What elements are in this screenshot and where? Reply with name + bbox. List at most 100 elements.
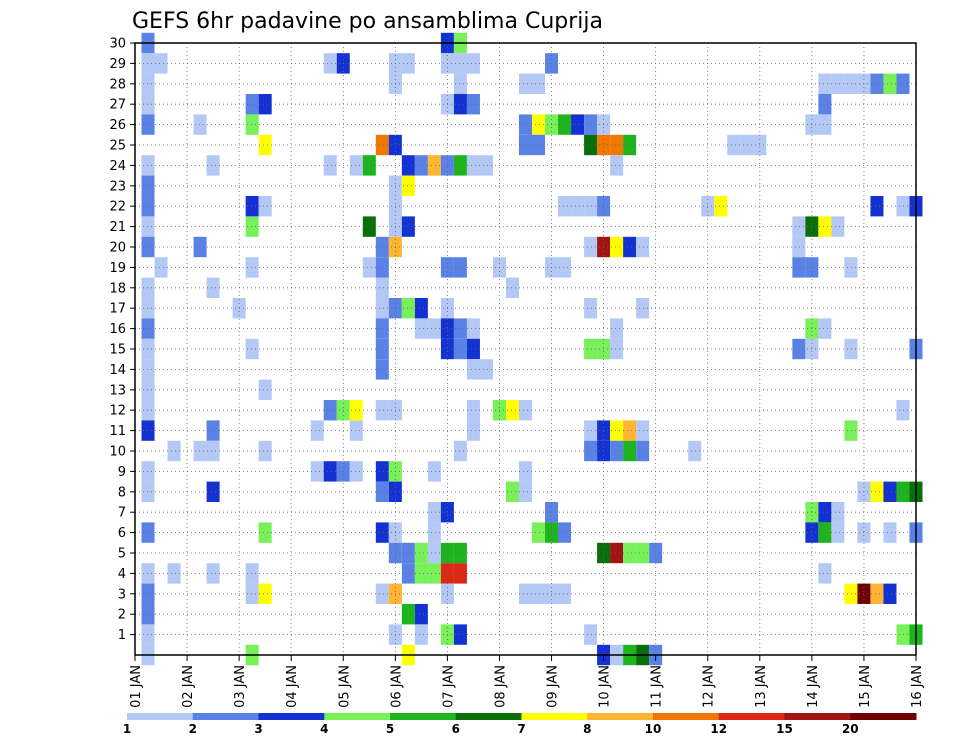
y-tick-label: 20	[109, 241, 126, 256]
heatmap-cell	[466, 420, 480, 441]
heatmap-cell	[427, 461, 441, 482]
heatmap-cell	[584, 338, 598, 360]
heatmap-cell	[310, 420, 324, 441]
x-tick-label: 06 JAN	[389, 665, 404, 708]
x-tick-label: 07 JAN	[441, 665, 456, 708]
heatmap-cell	[610, 542, 624, 564]
heatmap-cell	[453, 94, 467, 115]
heatmap-cell	[323, 53, 337, 74]
heatmap-cell	[401, 53, 415, 74]
heatmap-cell	[532, 73, 546, 94]
y-tick-label: 5	[118, 547, 126, 562]
heatmap-cell	[518, 114, 533, 135]
heatmap-cell	[141, 53, 155, 74]
heatmap-cell	[896, 73, 910, 94]
colorbar-swatch	[324, 713, 391, 720]
colorbar-label: 12	[710, 722, 727, 736]
heatmap-cell	[453, 542, 467, 564]
heatmap-cell	[141, 73, 155, 94]
heatmap-cell	[870, 481, 884, 502]
heatmap-cell	[831, 502, 845, 523]
heatmap-cell	[154, 257, 168, 278]
heatmap-cell	[584, 236, 598, 258]
heatmap-cell	[558, 114, 572, 135]
heatmap-cell	[245, 196, 259, 217]
heatmap-cell	[831, 216, 845, 237]
heatmap-cell	[401, 216, 415, 237]
colorbar-swatch	[390, 713, 457, 720]
y-axis-labels: 1234567891011121314151617181920212223242…	[109, 37, 135, 643]
heatmap-cell	[896, 196, 910, 217]
colorbar-label: 5	[386, 722, 394, 736]
x-tick-label: 14 JAN	[806, 665, 821, 708]
x-tick-label: 10 JAN	[598, 665, 613, 708]
heatmap-cell	[518, 134, 533, 156]
heatmap-cell	[375, 257, 389, 278]
heatmap-cell	[362, 257, 376, 278]
heatmap-cell	[532, 114, 546, 135]
heatmap-cell	[792, 236, 806, 258]
heatmap-cell	[453, 563, 467, 584]
heatmap-cell	[245, 583, 259, 604]
heatmap-cell	[466, 94, 480, 115]
heatmap-cell	[844, 73, 858, 94]
heatmap-cell	[558, 522, 572, 543]
heatmap-cell	[401, 298, 415, 319]
heatmap-cell	[167, 563, 181, 584]
heatmap-cell	[258, 379, 272, 400]
x-tick-label: 08 JAN	[493, 665, 508, 708]
heatmap-cell	[505, 481, 519, 502]
heatmap-cell	[558, 257, 572, 278]
heatmap-cell	[584, 114, 598, 135]
heatmap-cell	[427, 155, 441, 176]
heatmap-cell	[206, 563, 220, 584]
heatmap-cell	[141, 379, 155, 400]
heatmap-cell	[414, 155, 428, 176]
x-tick-label: 11 JAN	[650, 665, 665, 708]
x-tick-label: 15 JAN	[858, 665, 873, 708]
heatmap-cell	[623, 134, 637, 156]
heatmap-cell	[375, 461, 389, 482]
colorbar-swatch	[784, 713, 851, 720]
heatmap-cell	[375, 522, 389, 543]
heatmap-cell	[401, 563, 415, 584]
heatmap-cell	[518, 583, 533, 604]
y-tick-label: 1	[118, 628, 126, 643]
heatmap-cell	[206, 420, 220, 441]
heatmap-cell	[610, 236, 624, 258]
heatmap-cell	[818, 563, 832, 584]
heatmap-cell	[141, 318, 155, 339]
heatmap-cell	[610, 420, 624, 441]
heatmap-cell	[375, 318, 389, 339]
y-tick-label: 24	[109, 159, 126, 174]
heatmap-cell	[727, 134, 741, 156]
heatmap-cell	[532, 134, 546, 156]
colorbar-swatch	[455, 713, 522, 720]
y-tick-label: 23	[109, 179, 126, 194]
heatmap-cell	[636, 542, 650, 564]
heatmap-cell	[141, 114, 155, 135]
y-tick-label: 18	[109, 281, 126, 296]
heatmap-cell	[245, 216, 259, 237]
colorbar-label: 8	[583, 722, 591, 736]
heatmap-cell	[245, 94, 259, 115]
heatmap-cell	[414, 542, 428, 564]
heatmap-cell	[141, 298, 155, 319]
heatmap-cell	[896, 481, 910, 502]
heatmap-cell	[206, 155, 220, 176]
heatmap-cell	[375, 298, 389, 319]
heatmap-cell	[844, 583, 858, 604]
x-tick-label: 13 JAN	[754, 665, 769, 708]
colorbar-label: 3	[254, 722, 262, 736]
heatmap-cell	[610, 134, 624, 156]
heatmap-cell	[532, 522, 546, 543]
heatmap-cell	[896, 400, 910, 421]
heatmap-cells	[141, 32, 923, 666]
heatmap-cell	[141, 236, 155, 258]
heatmap-cell	[401, 175, 415, 196]
heatmap-cell	[141, 563, 155, 584]
heatmap-cell	[610, 338, 624, 360]
colorbar-swatch	[258, 713, 325, 720]
heatmap-cell	[141, 481, 155, 502]
